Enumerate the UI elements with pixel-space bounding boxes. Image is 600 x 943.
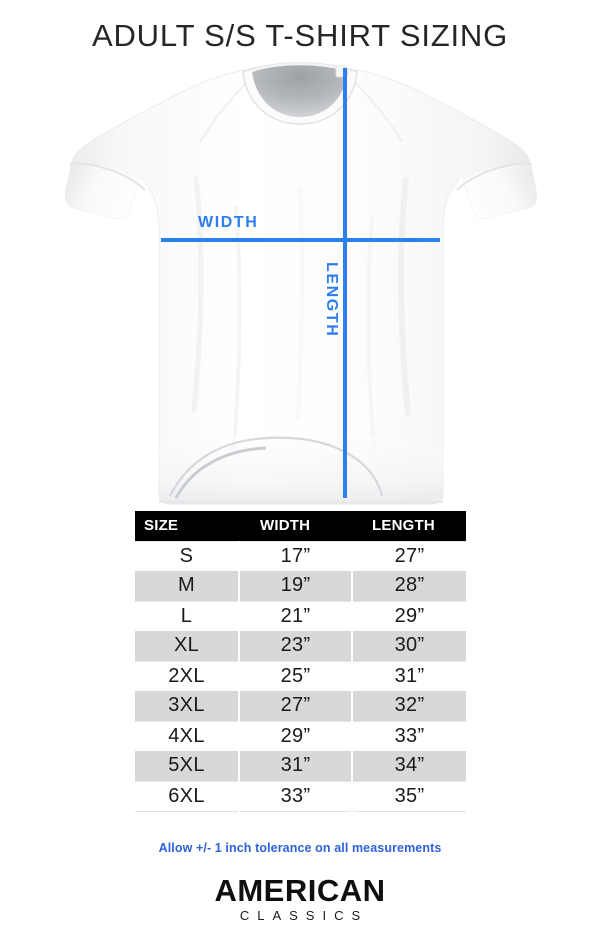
cell-width: 25” [239, 660, 353, 691]
table-header-row: SIZE WIDTH LENGTH [135, 511, 466, 541]
length-label: LENGTH [323, 262, 340, 338]
column-header-width: WIDTH [239, 511, 352, 541]
cell-width: 23” [239, 631, 353, 661]
brand-name-secondary: CLASSICS [239, 908, 369, 923]
table-body: S 17” 27” M 19” 28” L 21” 29” XL 23” 30”… [135, 540, 466, 812]
table-row: 3XL 27” 32” [135, 691, 466, 721]
cell-width: 29” [239, 720, 353, 751]
cell-length: 31” [352, 660, 466, 691]
fold-right-2 [366, 216, 376, 452]
cell-size: 5XL [135, 751, 240, 781]
cell-width: 21” [239, 600, 353, 631]
table-row: L 21” 29” [135, 600, 466, 631]
table-row: XL 23” 30” [135, 631, 466, 661]
left-sleeve-seam [69, 162, 146, 191]
cell-size: L [135, 600, 240, 631]
width-label: WIDTH [198, 214, 259, 231]
length-guide-line [343, 68, 347, 498]
table-row: 4XL 29” 33” [135, 720, 466, 751]
right-sleeve-shading [452, 162, 537, 219]
hem-fold-line [169, 436, 384, 497]
tshirt-illustration [0, 58, 600, 508]
page-title: ADULT S/S T-SHIRT SIZING [92, 18, 508, 53]
fold-right-1 [397, 177, 411, 417]
fold-left-1 [191, 175, 204, 413]
cell-width: 31” [239, 751, 353, 781]
table-header: SIZE WIDTH LENGTH [135, 511, 466, 541]
cell-length: 29” [352, 600, 466, 631]
collar-opening [252, 64, 348, 117]
cell-size: XL [135, 631, 240, 661]
table-row: 5XL 31” 34” [135, 751, 466, 781]
cell-width: 19” [239, 571, 353, 601]
cell-size: 6XL [135, 780, 240, 812]
cell-length: 27” [352, 540, 466, 571]
hem-fold-shadow [174, 446, 267, 499]
cell-length: 32” [352, 691, 466, 721]
cell-width: 17” [239, 540, 353, 571]
table-row: M 19” 28” [135, 571, 466, 601]
tshirt-photo-icon [64, 62, 538, 505]
table-row: 6XL 33” 35” [135, 780, 466, 812]
shirt-hem-shading [159, 432, 443, 504]
fold-center [296, 186, 305, 420]
tolerance-note: Allow +/- 1 inch tolerance on all measur… [158, 841, 442, 855]
cell-size: 2XL [135, 660, 240, 691]
table-row: S 17” 27” [135, 540, 466, 571]
left-sleeve-shading [65, 162, 150, 219]
cell-length: 30” [352, 631, 466, 661]
cell-length: 33” [352, 720, 466, 751]
cell-length: 35” [352, 780, 466, 812]
cell-width: 27” [239, 691, 353, 721]
right-sleeve-seam [456, 162, 533, 191]
cell-width: 33” [239, 780, 353, 812]
size-chart-table: SIZE WIDTH LENGTH S 17” 27” M 19” 28” L … [135, 511, 466, 812]
table-row: 2XL 25” 31” [135, 660, 466, 691]
width-guide-line [161, 238, 440, 242]
column-header-length: LENGTH [352, 511, 466, 541]
cell-length: 34” [352, 751, 466, 781]
cell-size: M [135, 571, 240, 601]
cell-size: S [135, 540, 240, 571]
cell-size: 3XL [135, 691, 240, 721]
column-header-size: SIZE [135, 511, 239, 541]
brand-name-primary: AMERICAN [214, 873, 386, 908]
cell-length: 28” [352, 571, 466, 601]
cell-size: 4XL [135, 720, 240, 751]
